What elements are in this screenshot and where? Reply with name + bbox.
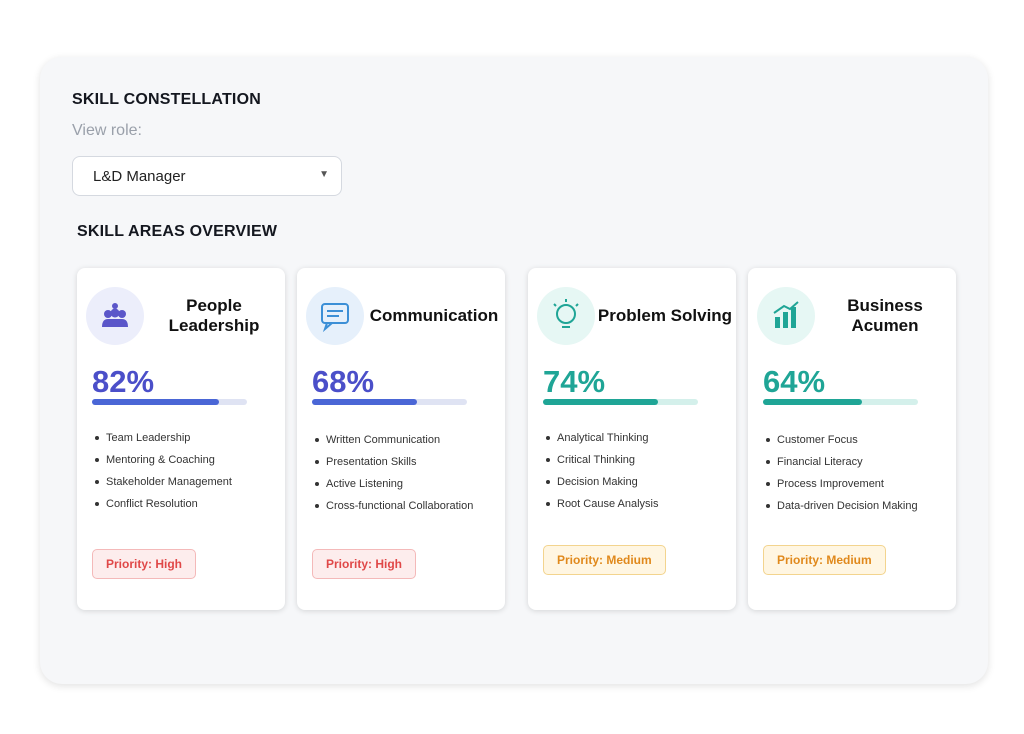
bullet xyxy=(315,482,319,486)
skill-item: Root Cause Analysis xyxy=(557,498,659,510)
bullet xyxy=(315,504,319,508)
icon-graphic xyxy=(773,301,799,328)
progress-track xyxy=(763,399,918,405)
icon-graphic xyxy=(102,303,128,327)
card-icon xyxy=(86,287,144,345)
skill-item: Decision Making xyxy=(557,476,638,488)
bullet xyxy=(766,504,770,508)
section-title: SKILL AREAS OVERVIEW xyxy=(77,223,278,240)
skill-item: Stakeholder Management xyxy=(106,476,232,488)
skill-item: Analytical Thinking xyxy=(557,432,649,444)
card-icon xyxy=(757,287,815,345)
skill-item: Customer Focus xyxy=(777,434,858,446)
skill-card: Business Acumen 64% Customer Focus Financia… xyxy=(748,268,956,610)
page-title: SKILL CONSTELLATION xyxy=(72,91,261,108)
score: 82% xyxy=(92,364,155,399)
bullet xyxy=(546,502,550,506)
card-title: Business Acumen xyxy=(847,296,923,335)
card-icon xyxy=(537,287,595,345)
progress-fill xyxy=(312,399,418,405)
card-title: Problem Solving xyxy=(597,306,733,325)
skill-item: Team Leadership xyxy=(106,432,191,444)
skill-item: Critical Thinking xyxy=(557,454,636,466)
bullet xyxy=(95,458,99,462)
bullet xyxy=(315,460,319,464)
skill-item: Cross-functional Collaboration xyxy=(326,500,474,512)
score: 64% xyxy=(763,364,826,399)
skill-item: Active Listening xyxy=(326,478,404,490)
bullet xyxy=(95,436,99,440)
skill-card: Problem Solving 74% Analytical Thinking Cri… xyxy=(528,268,736,610)
skill-item: Data-driven Decision Making xyxy=(777,500,918,512)
score: 68% xyxy=(312,364,375,399)
skill-item: Written Communication xyxy=(326,434,441,446)
bullet xyxy=(766,482,770,486)
bullet xyxy=(95,480,99,484)
progress-track xyxy=(312,399,467,405)
bullet xyxy=(766,438,770,442)
progress-fill xyxy=(763,399,863,405)
progress-fill xyxy=(92,399,220,405)
dropdown-arrow: ▼ xyxy=(319,169,329,180)
priority-badge: Priority: Medium xyxy=(763,545,886,575)
view-label: View role: xyxy=(72,122,142,139)
bullet xyxy=(95,502,99,506)
role-select[interactable]: L&D Manager ▼ xyxy=(72,156,342,196)
priority-badge: Priority: High xyxy=(92,549,197,579)
icon-graphic xyxy=(321,303,349,333)
card-icon xyxy=(306,287,364,345)
bullet xyxy=(315,438,319,442)
skill-card: Communication 68% Written Communication Pre… xyxy=(297,268,505,610)
icon-graphic xyxy=(553,299,579,328)
progress-fill xyxy=(543,399,658,405)
skill-item: Mentoring & Coaching xyxy=(106,454,215,466)
bullet xyxy=(766,460,770,464)
bullet xyxy=(546,458,550,462)
card-title: People Leadership xyxy=(168,296,260,335)
skill-item: Presentation Skills xyxy=(326,456,417,468)
bullet xyxy=(546,436,550,440)
skill-item: Process Improvement xyxy=(777,478,884,490)
card-title: Communication xyxy=(369,306,499,325)
progress-track xyxy=(543,399,698,405)
progress-track xyxy=(92,399,247,405)
bullet xyxy=(546,480,550,484)
score: 74% xyxy=(543,364,606,399)
skill-item: Conflict Resolution xyxy=(106,498,198,510)
selected-role: L&D Manager xyxy=(93,168,186,185)
priority-badge: Priority: Medium xyxy=(543,545,666,575)
skill-card: People Leadership 82% Team Leadership Mento… xyxy=(77,268,285,610)
skill-item: Financial Literacy xyxy=(777,456,863,468)
priority-badge: Priority: High xyxy=(312,549,417,579)
